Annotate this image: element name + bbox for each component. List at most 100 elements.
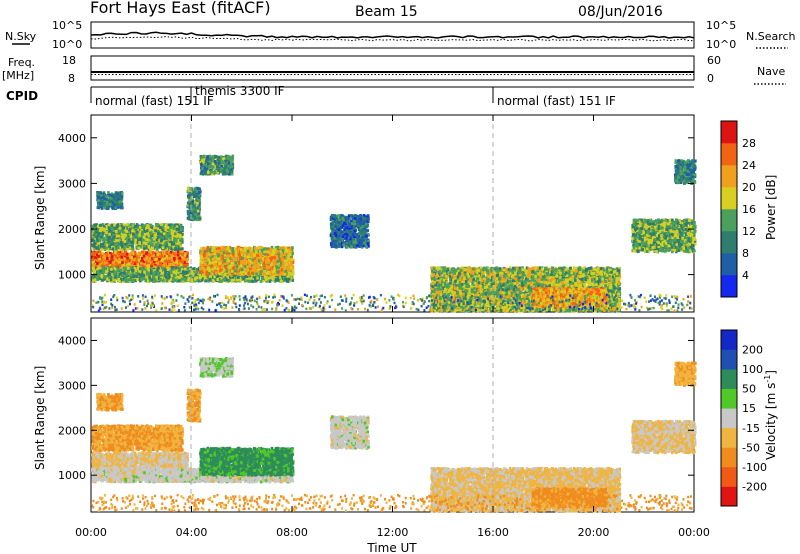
power-cell	[100, 205, 103, 209]
power-cell	[157, 262, 160, 265]
power-cell	[179, 259, 182, 263]
power-cell	[157, 264, 160, 268]
power-cell	[114, 199, 118, 203]
power-cell	[184, 277, 187, 281]
power-cell	[103, 229, 106, 233]
power-cell	[183, 260, 186, 264]
power-cell	[97, 261, 101, 265]
power-cell	[102, 203, 105, 207]
power-cell	[177, 224, 181, 228]
power-cell	[108, 232, 111, 236]
power-cell	[139, 261, 143, 265]
power-cell	[110, 223, 114, 227]
power-cell	[284, 277, 287, 281]
beam-title: Beam 15	[355, 4, 418, 20]
power-cell	[151, 225, 154, 229]
power-cell	[160, 251, 164, 255]
power-cell	[100, 194, 103, 198]
power-cell	[119, 191, 122, 195]
power-cell	[168, 236, 172, 240]
power-cell	[91, 257, 95, 261]
power-cell	[144, 236, 147, 240]
power-cell	[106, 200, 109, 204]
power-cell	[143, 256, 146, 260]
power-cell	[168, 246, 171, 250]
power-cell	[99, 263, 102, 267]
power-cell	[165, 237, 169, 240]
power-cell	[99, 228, 102, 232]
power-cell	[140, 250, 144, 254]
power-cell	[123, 246, 126, 250]
power-cell	[264, 278, 268, 282]
power-cell	[103, 194, 107, 198]
power-cell	[172, 226, 176, 230]
power-cell	[181, 229, 184, 232]
power-cell	[139, 273, 142, 277]
power-cell	[181, 247, 184, 251]
power-cell	[97, 244, 100, 248]
power-cell	[116, 250, 119, 254]
power-cell	[145, 275, 148, 279]
power-cell	[169, 226, 173, 229]
power-cell	[127, 260, 131, 263]
power-cell	[165, 233, 169, 237]
power-cell	[108, 203, 112, 206]
power-cell	[248, 279, 251, 283]
power-cell	[178, 256, 181, 260]
power-cell	[101, 192, 105, 196]
power-cell	[156, 259, 160, 263]
power-cell	[111, 242, 115, 246]
power-cell	[159, 261, 162, 265]
power-cell	[122, 226, 126, 230]
power-cell	[96, 246, 100, 250]
power-cell	[161, 225, 165, 229]
power-cell	[125, 260, 128, 264]
power-cell	[105, 262, 108, 265]
power-cell	[165, 240, 169, 244]
power-cell	[127, 262, 131, 266]
power-cell	[161, 236, 164, 240]
power-cell	[104, 266, 108, 270]
power-cell	[103, 225, 106, 229]
power-cell	[194, 273, 198, 277]
power-cell	[111, 194, 114, 198]
power-cell	[151, 265, 155, 269]
power-cell	[102, 227, 105, 231]
power-cell	[193, 192, 196, 196]
power-cell	[172, 245, 175, 249]
power-cell	[134, 228, 137, 232]
power-cell	[98, 257, 101, 261]
power-cell	[161, 240, 165, 244]
power-cell	[137, 230, 141, 234]
cpid-panel: CPID normal (fast) 151 IF themis 3300 IF…	[6, 84, 694, 108]
power-cell	[160, 259, 163, 263]
power-cell	[176, 227, 179, 231]
power-cell	[129, 223, 133, 226]
power-cell	[153, 270, 157, 274]
power-cell	[105, 234, 108, 238]
power-cell	[107, 198, 111, 202]
power-cell	[154, 256, 158, 260]
power-cell	[98, 226, 102, 230]
power-cell	[176, 239, 180, 243]
power-cell	[142, 244, 146, 248]
power-cell	[96, 233, 100, 237]
power-cell	[177, 231, 181, 235]
power-cell	[156, 271, 160, 275]
power-cell	[100, 258, 104, 262]
power-cell	[195, 189, 198, 193]
power-cell	[118, 226, 122, 230]
power-cell	[145, 251, 148, 255]
power-cell	[137, 254, 141, 257]
power-cell	[156, 223, 159, 227]
power-cell	[101, 233, 105, 237]
power-cell	[97, 254, 100, 258]
power-cell	[131, 245, 134, 249]
power-cell	[121, 206, 124, 210]
noise-panel-frame	[90, 21, 695, 49]
power-cell	[166, 226, 170, 229]
power-cell	[116, 268, 119, 272]
power-cell	[108, 195, 112, 199]
power-cell	[143, 247, 146, 251]
freq-left-tick-top: 18	[62, 54, 76, 67]
